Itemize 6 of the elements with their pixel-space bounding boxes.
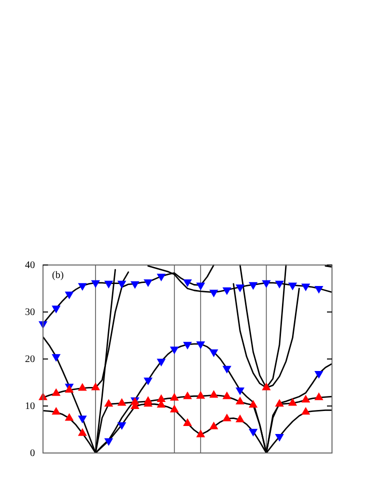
y-tick-label: 20 [25,354,35,366]
y-tick-label: 30 [25,307,35,318]
annotation: (b) [52,270,64,281]
y-tick-label: 40 [25,260,35,272]
y-tick-label: 10 [25,401,35,412]
y-tick-label: 0 [30,448,35,460]
